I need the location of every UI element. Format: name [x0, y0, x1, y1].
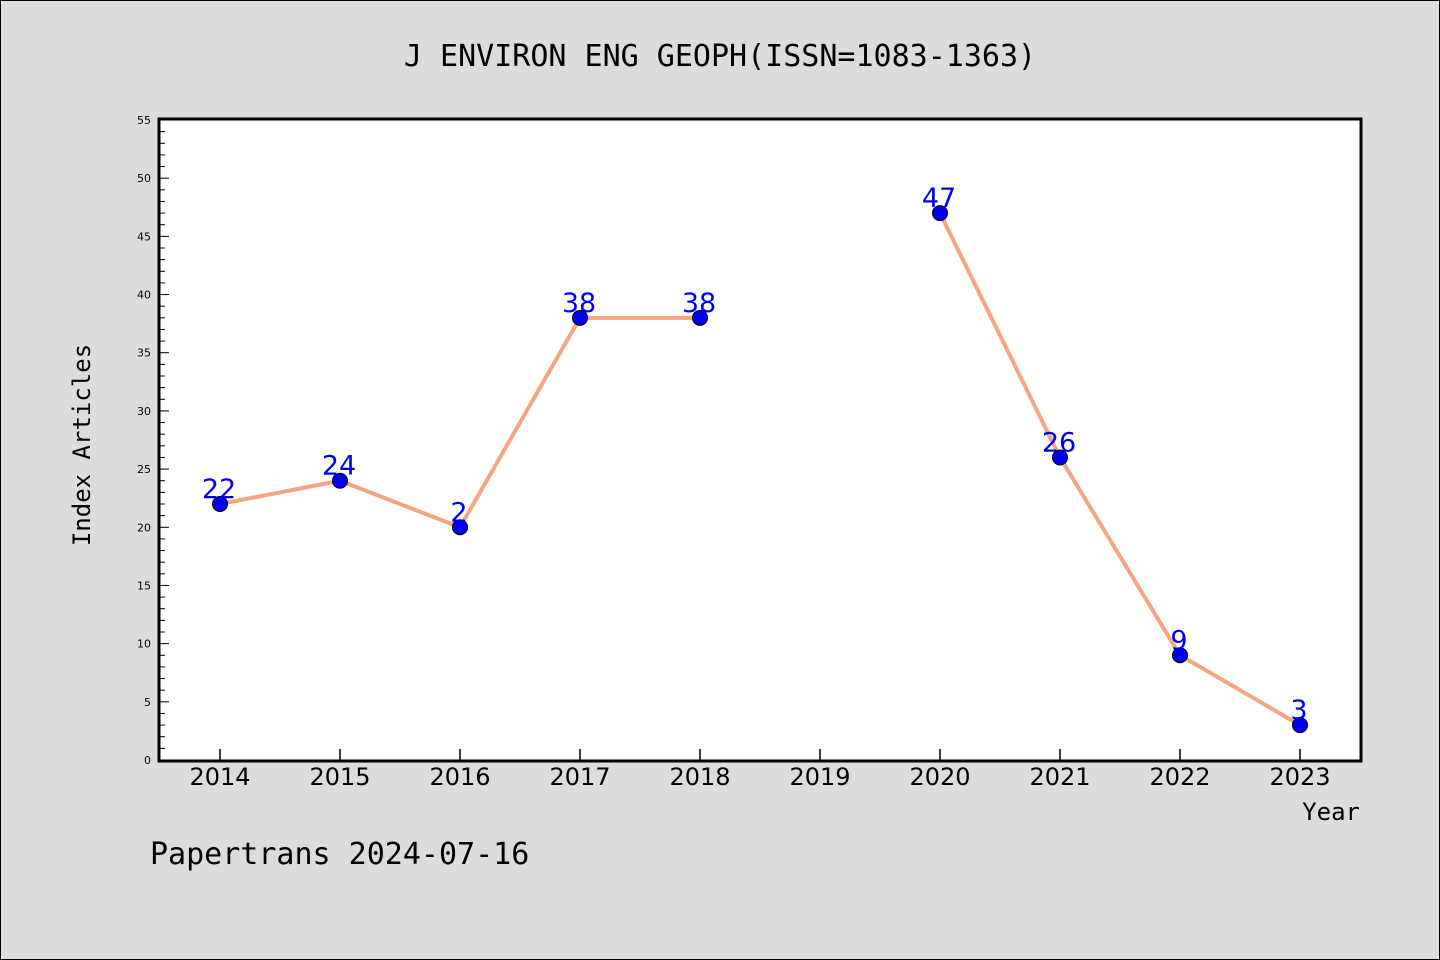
x-tick-label: 2016 [429, 763, 490, 791]
data-label: 24 [322, 451, 356, 482]
y-tick-label: 10 [137, 638, 151, 651]
y-axis: 0 5 10 15 20 25 30 35 40 45 50 55 [137, 114, 169, 767]
y-tick-label: 35 [137, 347, 151, 360]
data-point [692, 309, 708, 326]
data-point [332, 472, 348, 489]
data-label: 9 [1170, 625, 1187, 656]
chart-title: J ENVIRON ENG GEOPH(ISSN=1083-1363) [404, 39, 1036, 74]
x-tick-label: 2019 [789, 763, 850, 791]
data-label: 38 [682, 288, 716, 319]
x-axis: 2014 2015 2016 2017 2018 2019 2020 2021 2022 2023 [189, 749, 1331, 791]
x-axis-label: Year [1302, 798, 1360, 826]
x-tick-label: 2015 [309, 763, 370, 791]
series-line-segment [1178, 653, 1302, 728]
data-label: 3 [1290, 695, 1307, 726]
data-point [1172, 647, 1188, 664]
data-label: 38 [562, 288, 596, 319]
footer-credit: Papertrans 2024-07-16 [150, 837, 529, 872]
y-tick-label: 20 [137, 521, 151, 534]
y-tick-label: 55 [137, 114, 151, 127]
y-tick-label: 40 [137, 289, 151, 302]
y-tick-label: 25 [137, 463, 151, 476]
series-line-segment [1058, 455, 1182, 658]
data-point [572, 309, 588, 326]
data-label: 2 [450, 497, 467, 528]
data-label: 26 [1042, 427, 1076, 458]
y-axis-label: Index Articles [68, 344, 96, 546]
series-line-segment [338, 478, 462, 530]
data-label: 22 [202, 474, 236, 505]
x-tick-label: 2020 [909, 763, 970, 791]
y-tick-label: 45 [137, 230, 151, 243]
data-point [212, 496, 228, 512]
plot-area [157, 117, 1363, 763]
y-tick-label: 50 [137, 172, 151, 185]
series-line-segment [218, 478, 342, 506]
series-line-segment [458, 315, 582, 530]
y-tick-label: 5 [144, 696, 151, 709]
data-series: 22 24 2 38 38 47 26 9 3 [202, 183, 1308, 734]
x-tick-label: 2021 [1029, 763, 1090, 791]
data-point [452, 519, 468, 536]
x-tick-label: 2017 [549, 763, 610, 791]
data-point [1292, 717, 1308, 734]
data-point [1052, 449, 1068, 466]
y-tick-label: 15 [137, 579, 151, 592]
y-tick-label: 30 [137, 405, 151, 418]
x-tick-label: 2018 [669, 763, 730, 791]
data-label: 47 [922, 183, 956, 214]
data-point [932, 205, 948, 222]
x-tick-label: 2023 [1269, 763, 1330, 791]
series-line-segment [938, 211, 1062, 460]
y-tick-label: 0 [144, 754, 151, 767]
x-tick-label: 2014 [189, 763, 250, 791]
x-tick-label: 2022 [1149, 763, 1210, 791]
